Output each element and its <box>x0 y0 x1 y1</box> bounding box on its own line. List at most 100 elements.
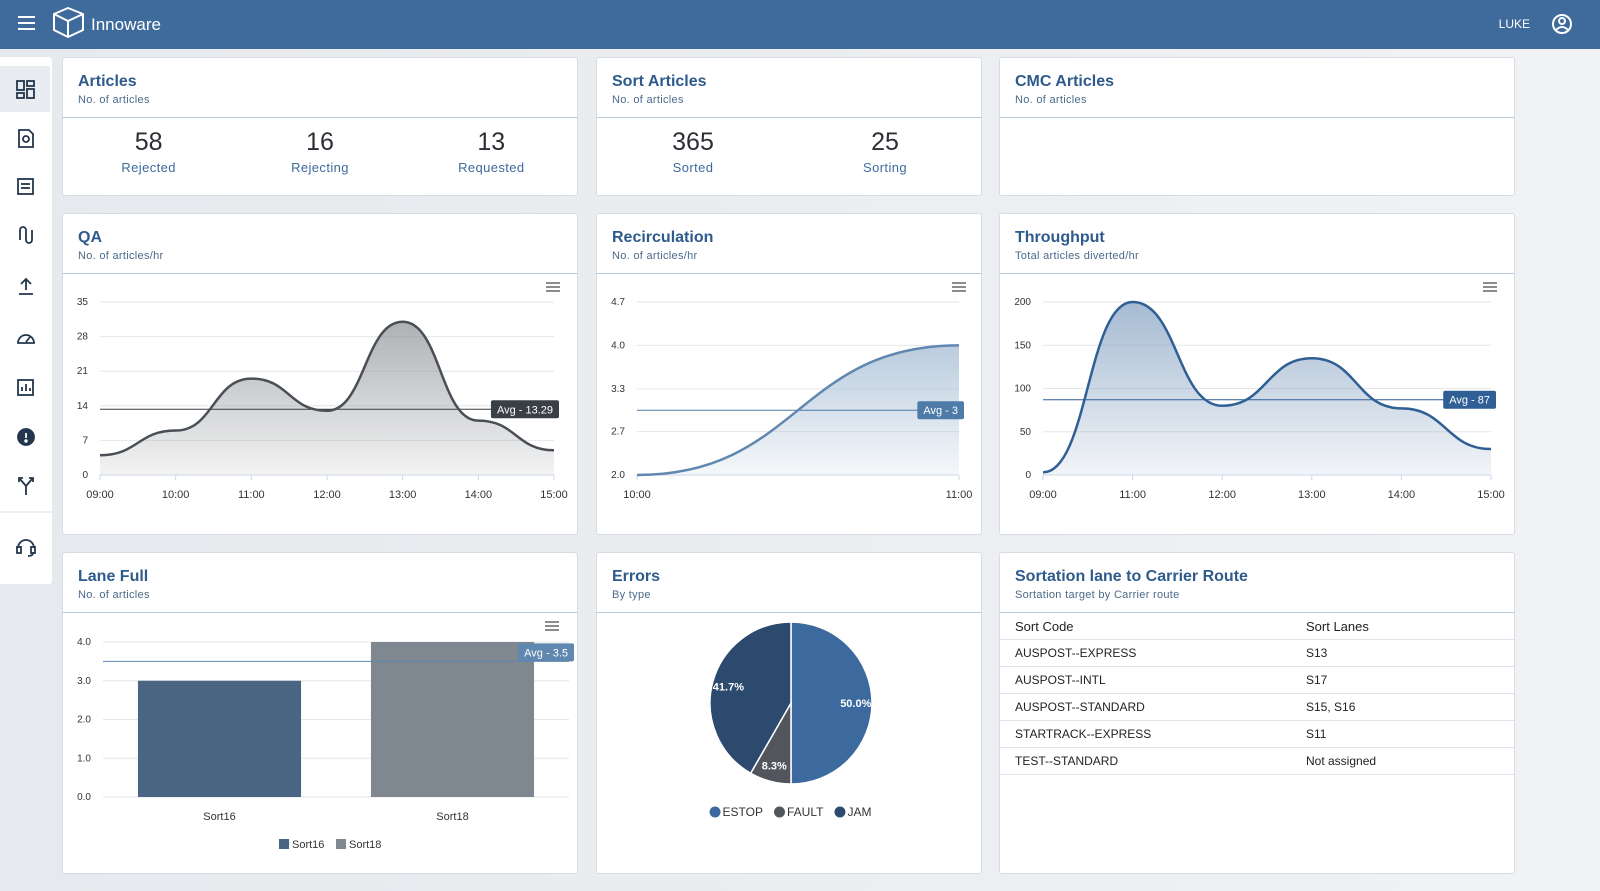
card-subtitle: No. of articles <box>78 589 150 601</box>
average-label-text: Avg - 3 <box>923 405 958 417</box>
nav-route[interactable] <box>19 226 33 244</box>
stat-label: Sorted <box>672 160 714 175</box>
x-tick-label: 13:00 <box>389 489 417 501</box>
column-header: Sort Lanes <box>1306 613 1514 640</box>
average-label: Avg - 3 <box>917 401 964 420</box>
card-subtitle: No. of articles/hr <box>612 250 698 262</box>
stat-label: Sorting <box>863 160 907 175</box>
average-label-bg <box>1443 390 1496 409</box>
legend-item[interactable]: Sort16 <box>279 839 324 851</box>
stat: 25 Sorting <box>815 126 955 178</box>
nav-search-doc[interactable] <box>18 129 34 148</box>
nav-report[interactable] <box>17 379 34 396</box>
nav-alerts[interactable] <box>17 428 35 446</box>
card-title: CMC Articles <box>1015 73 1114 90</box>
card-subtitle: No. of articles <box>1015 94 1087 106</box>
table-cell: AUSPOST--STANDARD <box>1000 693 1306 721</box>
stat-value: 365 <box>672 128 714 156</box>
table-row: STARTRACK--EXPRESS S11 <box>1000 720 1514 748</box>
legend-label: Sort18 <box>349 839 381 851</box>
chart-menu[interactable] <box>1483 282 1497 292</box>
pie-slice <box>709 621 792 775</box>
pie-label: 50.0% <box>840 698 871 710</box>
card-header: Recirculation No. of articles/hr <box>597 214 981 274</box>
card-subtitle: No. of articles <box>78 94 150 106</box>
legend-item[interactable]: JAM <box>834 805 871 819</box>
lane-full-card: Lane Full No. of articles 0.0 1.0 2.0 3.0 4.0… <box>62 552 578 874</box>
sidebar-icons <box>0 66 52 557</box>
card-header: Throughput Total articles diverted/hr <box>1000 214 1514 274</box>
nav-upload[interactable] <box>19 277 33 295</box>
y-tick-label: 4.0 <box>611 340 625 351</box>
card-header: Errors By type <box>597 553 981 613</box>
x-tick-label: 14:00 <box>1388 489 1416 501</box>
logo-cube <box>53 7 84 38</box>
sort-articles-card: Sort Articles No. of articles 365 Sorted 25… <box>596 57 982 196</box>
table-row: AUSPOST--EXPRESS S13 <box>1000 639 1514 667</box>
nav-list[interactable] <box>17 178 34 195</box>
nav-gauge[interactable] <box>17 334 35 344</box>
stat-label: Rejected <box>121 160 176 175</box>
card-subtitle: Total articles diverted/hr <box>1015 250 1139 262</box>
table-cell: S13 <box>1306 639 1514 667</box>
chart-menu[interactable] <box>952 282 966 292</box>
chart: 0 7 14 21 28 35 09:00 10:00 11:00 12:00 13:00 14:00… <box>77 282 568 501</box>
line <box>99 320 555 457</box>
throughput-card: Throughput Total articles diverted/hr 0 50… <box>999 213 1515 535</box>
y-tick-label: 200 <box>1014 297 1031 308</box>
bar <box>370 642 535 797</box>
legend-dot <box>709 806 721 818</box>
user-icon-ring <box>1552 14 1572 34</box>
table-cell: Not assigned <box>1306 747 1514 775</box>
average-label-bg <box>518 643 574 662</box>
x-tick-label: 15:00 <box>1477 489 1505 501</box>
legend-label: JAM <box>847 805 871 819</box>
chart-menu[interactable] <box>546 282 560 292</box>
y-tick-label: 14 <box>77 401 89 412</box>
sidebar <box>0 57 52 584</box>
card-header: CMC Articles No. of articles <box>1000 58 1514 118</box>
nav-dashboard[interactable] <box>16 80 35 99</box>
table-body: AUSPOST--EXPRESS S13 AUSPOST--INTL S17 AUSPO… <box>1000 639 1514 775</box>
x-tick-label: Sort18 <box>436 811 468 823</box>
stat: 13 Requested <box>421 126 561 178</box>
nav-support[interactable] <box>16 539 36 557</box>
y-tick-label: 28 <box>77 332 89 343</box>
y-tick-label: 21 <box>77 366 89 377</box>
menu-button[interactable] <box>18 16 35 30</box>
legend-dot <box>774 806 786 818</box>
card-subtitle: No. of articles/hr <box>78 250 164 262</box>
y-tick-label: 3.3 <box>611 384 625 395</box>
table-row: AUSPOST--INTL S17 <box>1000 666 1514 694</box>
table-cell: AUSPOST--EXPRESS <box>1000 639 1306 667</box>
legend-item[interactable]: Sort18 <box>336 839 381 851</box>
chart-menu[interactable] <box>545 621 559 631</box>
y-tick-label: 150 <box>1014 340 1031 351</box>
table-cell: S15, S16 <box>1306 693 1514 721</box>
y-tick-label: 2.0 <box>77 715 91 726</box>
logo[interactable] <box>53 7 84 38</box>
card-header: Sortation lane to Carrier Route Sortation… <box>1000 553 1514 613</box>
x-tick-label: 11:00 <box>238 489 265 501</box>
y-tick-label: 35 <box>77 297 89 308</box>
stat: 16 Rejecting <box>250 126 390 178</box>
stats <box>1000 118 1514 126</box>
average-label-bg <box>917 401 964 420</box>
legend-item[interactable]: FAULT <box>774 805 824 819</box>
nav-merge[interactable] <box>18 477 34 495</box>
x-tick-label: 12:00 <box>1208 489 1236 501</box>
y-tick-label: 7 <box>82 435 88 446</box>
legend-swatch <box>279 839 289 849</box>
y-tick-label: 50 <box>1020 427 1032 438</box>
card-title: Lane Full <box>78 568 149 585</box>
chart: 0 50 100 150 200 09:00 11:00 12:00 13:00 14:00 15:… <box>1014 282 1505 501</box>
recirculation-card: Recirculation No. of articles/hr 2.0 2.7 3.… <box>596 213 982 535</box>
x-tick-label: Sort16 <box>203 811 235 823</box>
legend-item[interactable]: ESTOP <box>709 805 763 819</box>
table-cell: S17 <box>1306 666 1514 694</box>
y-tick-label: 0.0 <box>77 792 91 803</box>
card-subtitle: By type <box>612 589 651 601</box>
user-icon[interactable] <box>1552 14 1572 34</box>
average-label-text: Avg - 13.29 <box>497 404 553 416</box>
user-name[interactable]: LUKE <box>1499 17 1530 31</box>
